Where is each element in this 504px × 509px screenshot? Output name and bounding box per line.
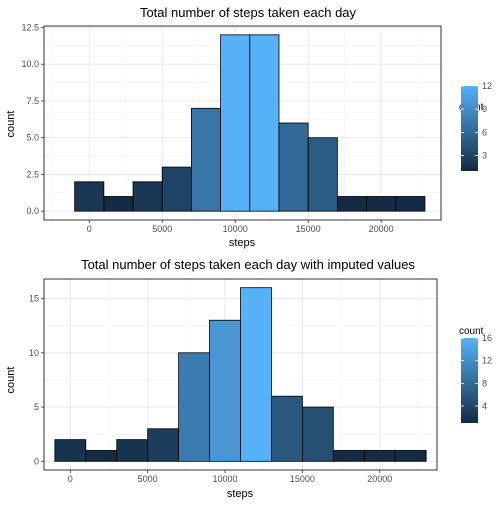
chart-title: Total number of steps taken each day: [140, 5, 357, 20]
legend-label: 6: [482, 127, 487, 137]
histogram-bar: [147, 428, 180, 462]
legend-label: 8: [482, 378, 487, 388]
panel-border: [43, 25, 442, 221]
legend-title: count: [459, 326, 484, 337]
histogram-bar: [394, 450, 427, 462]
histogram-bar: [240, 287, 272, 462]
x-tick-label: 5000: [152, 224, 172, 234]
y-axis-title: count: [5, 111, 17, 138]
panel-border: [43, 278, 438, 471]
histogram-steps: Total number of steps taken each day ste…: [5, 5, 492, 249]
x-tick-label: 0: [87, 224, 92, 234]
y-tick-label: 0.0: [26, 206, 39, 216]
x-tick-label: 20000: [367, 474, 392, 484]
x-tick-label: 5000: [138, 474, 158, 484]
histogram-bar: [278, 122, 309, 212]
histogram-bar: [395, 196, 426, 212]
x-tick-label: 15000: [296, 224, 321, 234]
histogram-steps-imputed: Total number of steps taken each day wit…: [5, 257, 492, 500]
histogram-bar: [54, 439, 87, 462]
histogram-bar: [161, 166, 192, 212]
histogram-bar: [366, 196, 397, 212]
plot-panel: [43, 278, 438, 471]
x-tick-label: 20000: [369, 224, 394, 234]
legend-colorbar: [461, 338, 478, 423]
y-axis-title: count: [5, 367, 17, 394]
x-tick-label: 10000: [213, 474, 238, 484]
chart-title: Total number of steps taken each day wit…: [81, 257, 415, 272]
histogram-bars: [74, 34, 426, 212]
y-tick-label: 0: [34, 456, 39, 466]
histogram-bar: [178, 352, 210, 462]
histogram-bars: [54, 287, 427, 462]
x-tick-label: 0: [68, 474, 73, 484]
x-axis-title: steps: [229, 237, 256, 249]
y-tick-label: 2.5: [26, 169, 39, 179]
histogram-bar: [191, 107, 222, 212]
plot-panel: [43, 25, 442, 221]
legend-label: 12: [482, 356, 492, 366]
y-tick-label: 10: [29, 348, 39, 358]
y-tick-label: 10.0: [21, 59, 39, 69]
legend-label: 3: [482, 151, 487, 161]
y-tick-label: 15: [29, 294, 39, 304]
histogram-bar: [271, 395, 303, 462]
histogram-bar: [249, 34, 280, 212]
histogram-bar: [132, 181, 163, 212]
histogram-bar: [336, 196, 367, 212]
y-tick-label: 5.0: [26, 133, 39, 143]
histogram-bar: [209, 319, 241, 462]
legend-label: 9: [482, 104, 487, 114]
legend-label: 4: [482, 401, 487, 411]
legend-label: 16: [482, 333, 492, 343]
y-tick-label: 5: [34, 402, 39, 412]
legend-label: 12: [482, 81, 492, 91]
histogram-bar: [332, 450, 365, 462]
histogram-bar: [116, 439, 149, 462]
y-tick-label: 7.5: [26, 96, 39, 106]
histogram-bar: [85, 450, 118, 462]
histogram-bar: [301, 406, 334, 462]
histogram-bar: [220, 34, 251, 212]
histogram-bar: [74, 181, 105, 212]
legend-colorbar: [461, 86, 478, 171]
x-axis-title: steps: [227, 488, 254, 500]
histogram-bar: [103, 196, 134, 212]
y-tick-label: 12.5: [21, 22, 39, 32]
x-tick-label: 15000: [290, 474, 315, 484]
x-tick-label: 10000: [223, 224, 248, 234]
histogram-bar: [307, 137, 338, 212]
histogram-bar: [363, 450, 396, 462]
